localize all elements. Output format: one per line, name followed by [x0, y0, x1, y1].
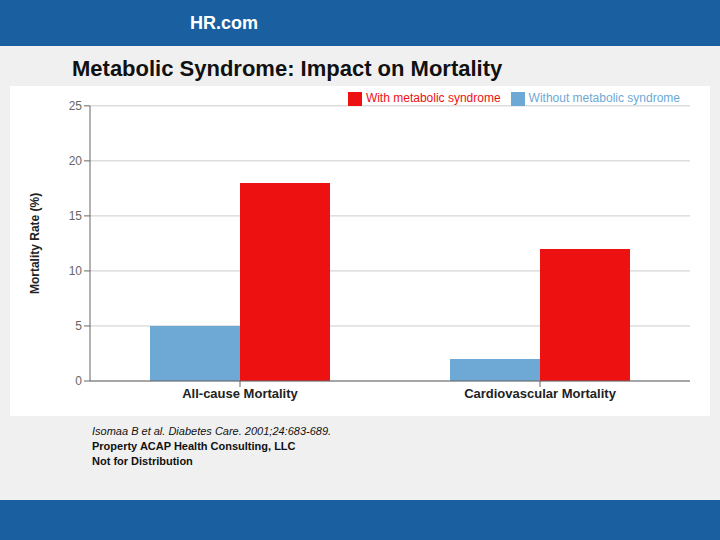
svg-text:20: 20	[69, 154, 83, 168]
html-text:HR.com: HR.com	[190, 12, 258, 33]
svg-text:5: 5	[75, 319, 82, 333]
html-text:Metabolic Syndrome: Impact on: Metabolic Syndrome: Impact on Mortality	[72, 56, 503, 81]
svg-text:0: 0	[75, 374, 82, 388]
svg-text:15: 15	[69, 209, 83, 223]
html-text:Without metabolic syndrome: Without metabolic syndrome	[528, 91, 680, 105]
svg-text:25: 25	[69, 99, 83, 113]
html-text:Not for Distribution: Not for Distribution	[92, 455, 193, 467]
svg-text:10: 10	[69, 264, 83, 278]
html-text:With metabolic syndrome: With metabolic syndrome	[365, 91, 501, 105]
svg-text:All-cause Mortality: All-cause Mortality	[182, 386, 298, 401]
html-text:Isomaa B et al. Diabetes Care.: Isomaa B et al. Diabetes Care. 2001;24:6…	[92, 425, 332, 437]
html-text:Property ACAP Health Consultin: Property ACAP Health Consulting, LLC	[92, 440, 296, 452]
svg-text:Mortality Rate (%): Mortality Rate (%)	[28, 193, 42, 294]
svg-text:Cardiovascular Mortality: Cardiovascular Mortality	[464, 386, 616, 401]
